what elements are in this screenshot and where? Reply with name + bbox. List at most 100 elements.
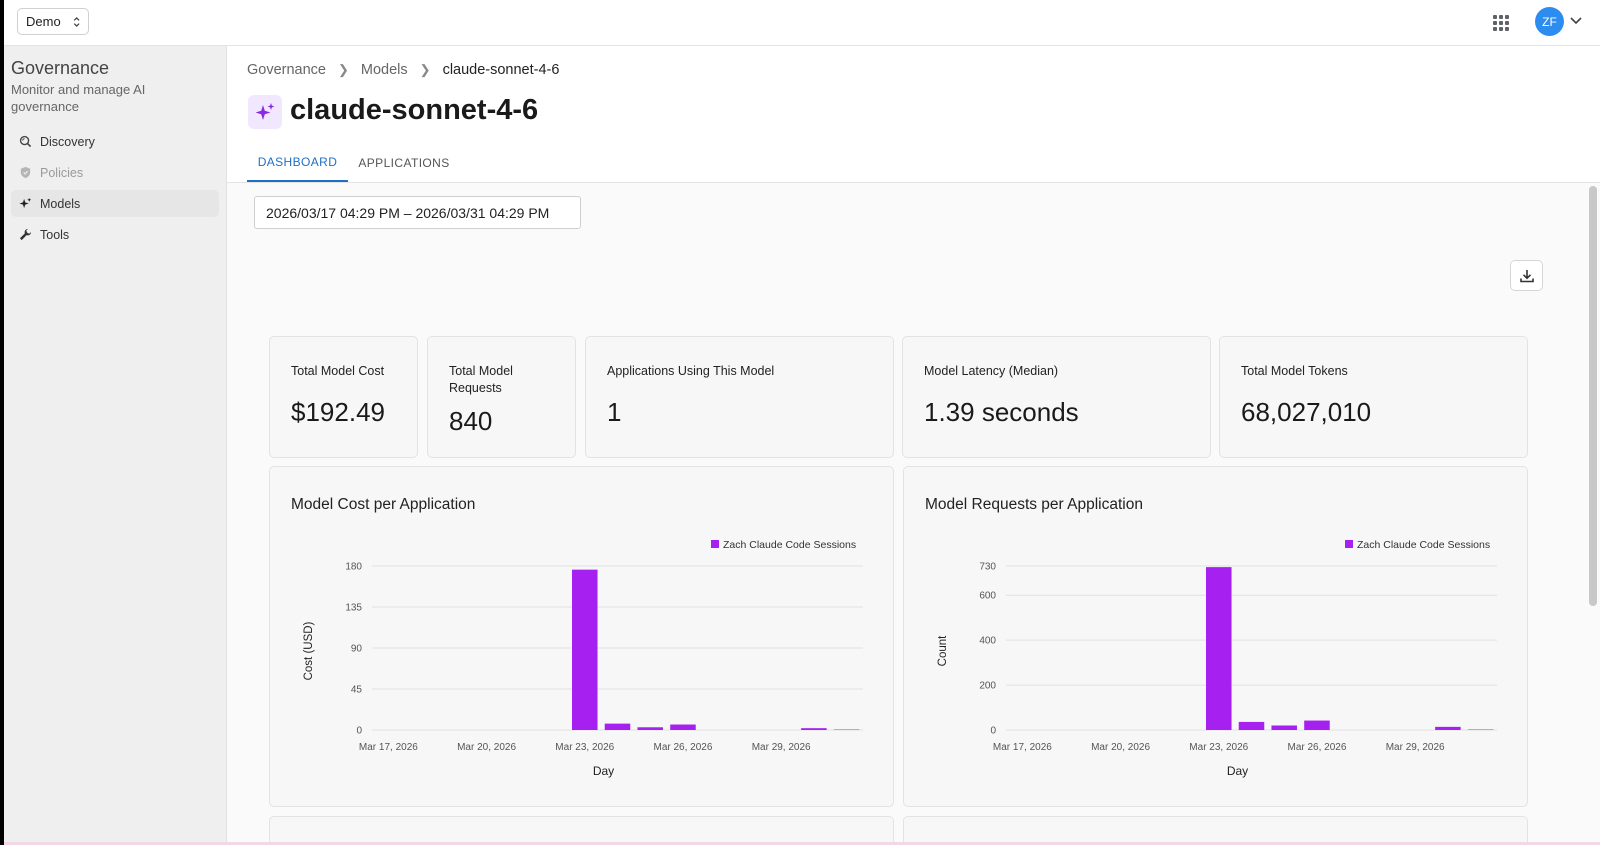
- date-range-picker[interactable]: 2026/03/17 04:29 PM – 2026/03/31 04:29 P…: [254, 196, 581, 229]
- shield-icon: [20, 166, 31, 179]
- y-axis-label: Count: [937, 635, 949, 666]
- chevron-down-icon[interactable]: [1569, 13, 1583, 27]
- stat-card-total-requests: Total Model Requests 840: [427, 336, 576, 458]
- stat-label: Model Latency (Median): [924, 364, 1059, 378]
- breadcrumb: Governance ❯ Models ❯ claude-sonnet-4-6: [247, 62, 559, 78]
- y-tick-label: 730: [979, 562, 996, 573]
- page-title: claude-sonnet-4-6: [290, 94, 539, 126]
- stat-card-total-cost: Total Model Cost $192.49: [269, 336, 418, 458]
- sidebar-title: Governance: [11, 58, 110, 78]
- page-header: Governance ❯ Models ❯ claude-sonnet-4-6 …: [227, 46, 1600, 183]
- x-tick-label: Mar 23, 2026: [1189, 742, 1248, 753]
- unfold-icon: [73, 16, 80, 27]
- y-tick-label: 0: [356, 726, 362, 737]
- x-tick-label: Mar 17, 2026: [993, 742, 1052, 753]
- stat-card-applications: Applications Using This Model 1: [585, 336, 894, 458]
- y-tick-label: 90: [351, 644, 363, 655]
- y-axis-label: Cost (USD): [303, 621, 315, 680]
- x-tick-label: Mar 20, 2026: [457, 742, 516, 753]
- download-icon: [1519, 269, 1534, 282]
- sidebar-item-models[interactable]: Models: [11, 190, 219, 217]
- sidebar-item-label: Discovery: [40, 134, 95, 149]
- app-window: Demo ZF Governance Monitor and manage AI…: [4, 0, 1600, 845]
- stat-value: 1: [607, 397, 622, 427]
- chevron-right-icon: ❯: [338, 62, 349, 77]
- top-bar: Demo ZF: [4, 0, 1600, 46]
- bar: [1271, 725, 1297, 730]
- y-tick-label: 0: [990, 726, 996, 737]
- sidebar-item-label: Models: [40, 196, 81, 211]
- bar: [1435, 726, 1461, 730]
- chart-title: Model Requests per Application: [925, 496, 1143, 513]
- y-tick-label: 45: [351, 685, 363, 696]
- tab-dashboard[interactable]: DASHBOARD: [247, 144, 348, 182]
- stat-card-latency: Model Latency (Median) 1.39 seconds: [902, 336, 1211, 458]
- breadcrumb-governance[interactable]: Governance: [247, 62, 326, 78]
- chart-card-cost: Model Cost per Application 0 45 90 135 180 Ma…: [269, 466, 894, 807]
- sparkle-icon: [19, 197, 32, 209]
- stat-label: Applications Using This Model: [607, 364, 775, 378]
- chart-card-partial: [269, 816, 894, 845]
- bar: [604, 723, 631, 730]
- stat-value: 1.39 seconds: [924, 397, 1079, 427]
- sidebar-item-label: Policies: [40, 165, 84, 180]
- tab-applications[interactable]: APPLICATIONS: [358, 156, 450, 170]
- avatar-initials: ZF: [1542, 14, 1557, 29]
- breadcrumb-current: claude-sonnet-4-6: [442, 62, 560, 78]
- sidebar-item-policies[interactable]: Policies: [11, 159, 219, 186]
- main-content: Governance ❯ Models ❯ claude-sonnet-4-6 …: [227, 46, 1600, 845]
- bar: [801, 728, 827, 730]
- y-tick-label: 180: [345, 562, 362, 573]
- legend-label: Zach Claude Code Sessions: [723, 539, 856, 551]
- stat-value: 840: [449, 406, 493, 436]
- stat-value: 68,027,010: [1241, 397, 1372, 427]
- legend-swatch: [711, 540, 719, 548]
- discovery-icon: [19, 135, 32, 148]
- avatar[interactable]: ZF: [1535, 7, 1564, 36]
- bar: [1238, 721, 1265, 730]
- x-tick-label: Mar 17, 2026: [359, 742, 418, 753]
- sidebar-item-tools[interactable]: Tools: [11, 221, 219, 248]
- stat-label: Total Model Tokens: [1241, 364, 1348, 378]
- stat-label: Total Model Requests: [449, 364, 513, 395]
- x-tick-label: Mar 26, 2026: [653, 742, 712, 753]
- sidebar-subtitle: Monitor and manage AI governance: [11, 82, 146, 114]
- chart-card-partial: [903, 816, 1528, 845]
- chart-card-requests: Model Requests per Application 0 200 400 60…: [903, 466, 1528, 807]
- org-select[interactable]: Demo: [17, 8, 89, 35]
- download-button[interactable]: [1510, 260, 1543, 291]
- x-tick-label: Mar 29, 2026: [752, 742, 811, 753]
- legend-label: Zach Claude Code Sessions: [1357, 539, 1490, 551]
- stat-label: Total Model Cost: [291, 364, 385, 378]
- x-axis-label: Day: [593, 764, 614, 778]
- x-tick-label: Mar 23, 2026: [555, 742, 614, 753]
- stat-value: $192.49: [291, 397, 385, 427]
- y-tick-label: 400: [979, 636, 996, 647]
- x-tick-label: Mar 26, 2026: [1287, 742, 1346, 753]
- model-sparkle-icon: [248, 95, 282, 129]
- chart-title: Model Cost per Application: [291, 496, 476, 513]
- bar: [670, 724, 696, 730]
- bar: [1206, 567, 1232, 730]
- x-tick-label: Mar 20, 2026: [1091, 742, 1150, 753]
- org-select-label: Demo: [26, 14, 61, 29]
- chevron-right-icon: ❯: [419, 62, 431, 77]
- legend-swatch: [1345, 540, 1353, 548]
- apps-grid-icon[interactable]: [1491, 13, 1509, 31]
- y-tick-label: 135: [345, 603, 362, 614]
- x-axis-label: Day: [1227, 764, 1248, 778]
- breadcrumb-models[interactable]: Models: [360, 62, 408, 78]
- wrench-icon: [19, 228, 32, 241]
- requests-chart: 0 200 400 600 730 Mar 17, 2026 Mar 20, 2026 Mar…: [937, 539, 1497, 778]
- bar: [1304, 720, 1330, 730]
- y-tick-label: 200: [979, 681, 996, 692]
- cost-chart: 0 45 90 135 180 Mar 17, 2026 Mar 20, 2026 Mar 2…: [303, 539, 863, 778]
- bar: [637, 727, 663, 730]
- scrollbar[interactable]: [1589, 186, 1597, 606]
- bottom-border: [4, 842, 1600, 845]
- sidebar-item-discovery[interactable]: Discovery: [11, 128, 219, 155]
- sidebar: Governance Monitor and manage AI governa…: [4, 46, 227, 845]
- sidebar-item-label: Tools: [40, 227, 70, 242]
- stat-card-total-tokens: Total Model Tokens 68,027,010: [1219, 336, 1528, 458]
- y-tick-label: 600: [979, 591, 996, 602]
